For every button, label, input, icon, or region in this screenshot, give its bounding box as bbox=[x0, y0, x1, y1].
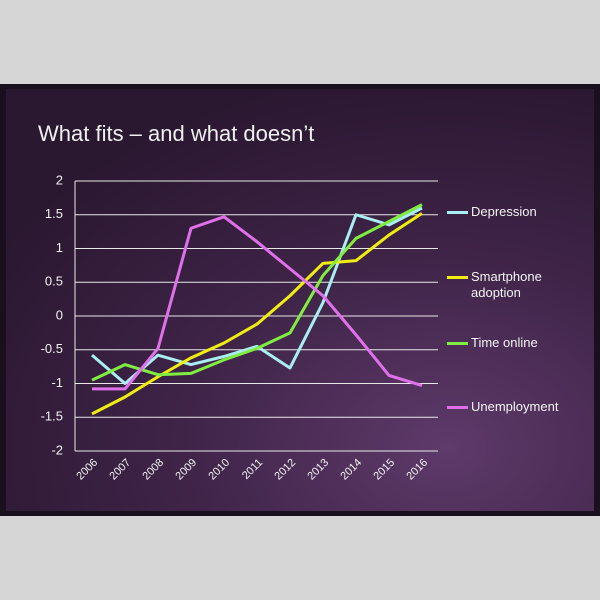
series-line bbox=[91, 212, 423, 416]
y-tick-label: 1 bbox=[56, 240, 63, 255]
y-tick-label: 1.5 bbox=[45, 206, 63, 221]
legend-item: Unemployment bbox=[447, 399, 565, 415]
y-tick-label: 0.5 bbox=[45, 274, 63, 289]
legend-item: Smartphone adoption bbox=[447, 269, 565, 301]
legend-label: Depression bbox=[471, 204, 537, 219]
legend-item: Depression bbox=[447, 204, 565, 220]
legend-swatch bbox=[447, 406, 468, 409]
legend-swatch bbox=[447, 342, 468, 345]
series-line bbox=[91, 206, 423, 385]
legend-item: Time online bbox=[447, 335, 565, 351]
legend-label: Time online bbox=[471, 335, 538, 350]
legend-label: Unemployment bbox=[471, 399, 559, 414]
chart-title: What fits – and what doesn’t bbox=[38, 121, 314, 146]
y-tick-label: 0 bbox=[56, 307, 63, 322]
legend-swatch bbox=[447, 211, 468, 214]
y-tick-label: 2 bbox=[56, 172, 63, 187]
legend-label: Smartphone adoption bbox=[471, 269, 542, 300]
legend-swatch bbox=[447, 276, 468, 279]
y-tick-label: -2 bbox=[51, 442, 63, 457]
series-line bbox=[91, 203, 423, 382]
y-tick-label: -0.5 bbox=[41, 341, 63, 356]
slide bbox=[6, 89, 594, 511]
series-line bbox=[92, 215, 423, 391]
y-tick-label: -1 bbox=[51, 375, 63, 390]
y-tick-label: -1.5 bbox=[41, 409, 63, 424]
